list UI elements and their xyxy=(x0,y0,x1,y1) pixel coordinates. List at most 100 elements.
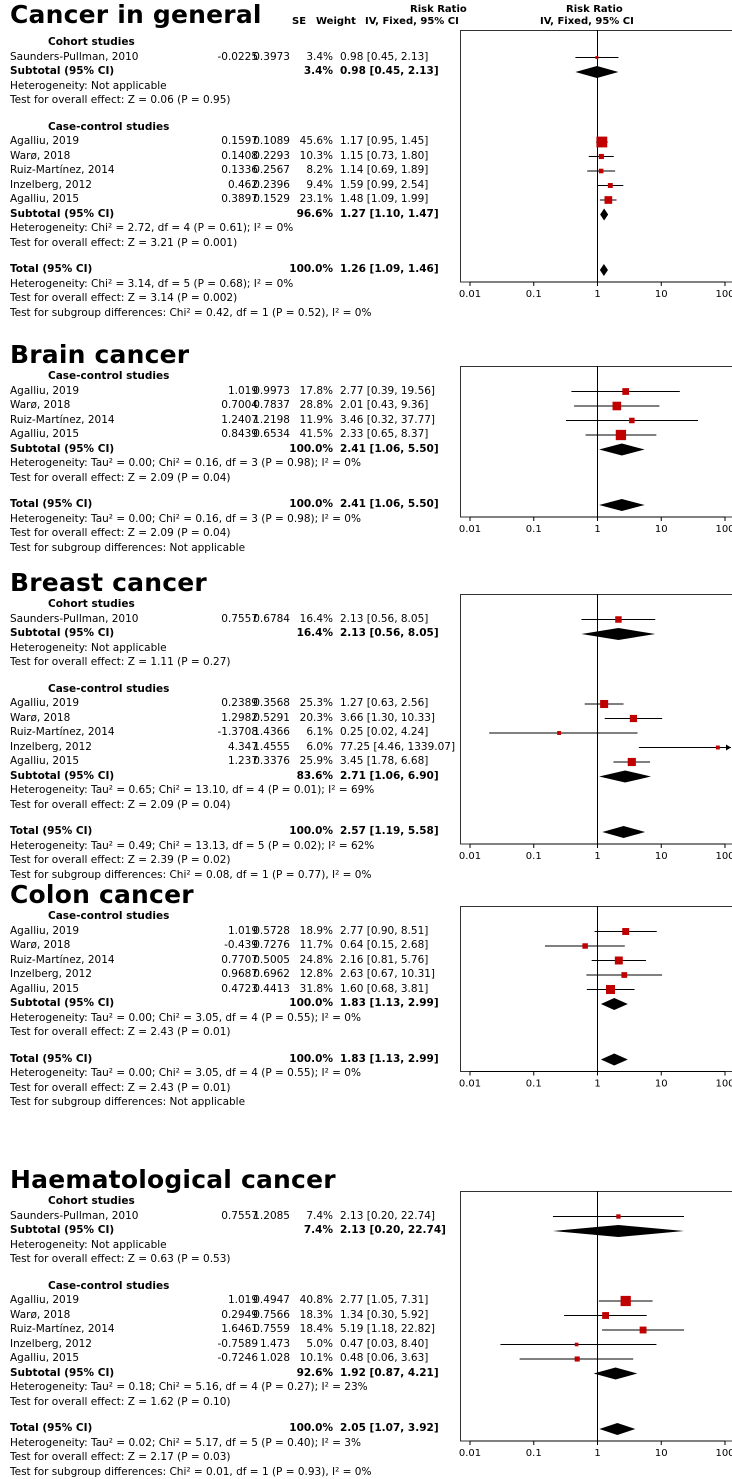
subtotal-ci: 1.83 [1.13, 2.99] xyxy=(340,997,439,1010)
total-stat-line: Heterogeneity: Tau² = 0.00; Chi² = 0.16,… xyxy=(10,513,361,526)
study-name: Ruiz-Martínez, 2014 xyxy=(10,1323,115,1336)
study-se: 0.7559 xyxy=(253,1323,290,1336)
study-weight: 18.3% xyxy=(300,1309,333,1322)
heterogeneity-text: Heterogeneity: Tau² = 0.18; Chi² = 5.16,… xyxy=(10,1381,368,1394)
subtotal-label: Subtotal (95% CI) xyxy=(10,1224,114,1237)
study-estimate: -1.3708 xyxy=(217,726,258,739)
se-header: SE xyxy=(292,16,306,27)
total-ci: 1.26 [1.09, 1.46] xyxy=(340,263,439,276)
x-tick-label: 0.1 xyxy=(526,1079,542,1090)
study-marker xyxy=(600,700,608,708)
x-tick-label: 10 xyxy=(655,1448,668,1459)
group-label: Case-control studies xyxy=(48,121,169,134)
study-marker xyxy=(599,169,604,174)
study-marker xyxy=(616,430,626,440)
subtotal-label: Subtotal (95% CI) xyxy=(10,65,114,78)
x-tick-label: 0.1 xyxy=(526,524,542,535)
total-diamond xyxy=(602,826,645,838)
study-marker xyxy=(575,1343,579,1347)
x-tick-label: 100 xyxy=(715,524,732,535)
subtotal-weight: 100.0% xyxy=(289,443,333,456)
study-se: 0.4947 xyxy=(253,1294,290,1307)
subtotal-ci: 2.13 [0.56, 8.05] xyxy=(340,627,439,640)
heterogeneity-text: Heterogeneity: Tau² = 0.65; Chi² = 13.10… xyxy=(10,784,374,797)
study-ci: 1.48 [1.09, 1.99] xyxy=(340,193,428,206)
study-ci: 1.34 [0.30, 5.92] xyxy=(340,1309,428,1322)
total-ci: 2.05 [1.07, 3.92] xyxy=(340,1422,439,1435)
subtotal-ci: 0.98 [0.45, 2.13] xyxy=(340,65,439,78)
study-name: Agalliu, 2019 xyxy=(10,1294,79,1307)
study-name: Inzelberg, 2012 xyxy=(10,741,92,754)
total-stat-line: Test for subgroup differences: Chi² = 0.… xyxy=(10,1466,371,1479)
total-stat-line: Test for subgroup differences: Not appli… xyxy=(10,542,245,555)
overall-effect-text: Test for overall effect: Z = 1.62 (P = 0… xyxy=(10,1396,231,1409)
study-marker xyxy=(629,418,635,424)
study-se: 1.028 xyxy=(260,1352,290,1365)
study-weight: 31.8% xyxy=(300,983,333,996)
study-name: Inzelberg, 2012 xyxy=(10,968,92,981)
study-ci: 3.46 [0.32, 37.77] xyxy=(340,414,435,427)
study-se: 1.4366 xyxy=(253,726,290,739)
rr-header-title: Risk Ratio xyxy=(410,4,467,15)
study-weight: 24.8% xyxy=(300,954,333,967)
study-marker xyxy=(596,137,607,148)
study-name: Agalliu, 2019 xyxy=(10,135,79,148)
study-se: 0.6534 xyxy=(253,428,290,441)
x-tick-label: 0.1 xyxy=(526,851,542,862)
study-marker xyxy=(621,972,627,978)
study-name: Agalliu, 2015 xyxy=(10,1352,79,1365)
subtotal-diamond xyxy=(601,998,628,1010)
study-ci: 1.59 [0.99, 2.54] xyxy=(340,179,428,192)
heterogeneity-text: Heterogeneity: Not applicable xyxy=(10,642,167,655)
group-label: Case-control studies xyxy=(48,370,169,383)
total-ci: 2.41 [1.06, 5.50] xyxy=(340,498,439,511)
heterogeneity-text: Heterogeneity: Tau² = 0.00; Chi² = 0.16,… xyxy=(10,457,361,470)
study-weight: 6.0% xyxy=(306,741,333,754)
study-se: 1.473 xyxy=(260,1338,290,1351)
x-tick-label: 1 xyxy=(594,1079,600,1090)
study-se: 0.9973 xyxy=(253,385,290,398)
total-diamond xyxy=(599,1423,635,1435)
total-label: Total (95% CI) xyxy=(10,1053,92,1066)
study-marker xyxy=(582,943,587,948)
subtotal-weight: 7.4% xyxy=(304,1224,333,1237)
total-ci: 2.57 [1.19, 5.58] xyxy=(340,825,439,838)
total-stat-line: Test for overall effect: Z = 2.39 (P = 0… xyxy=(10,854,231,867)
study-weight: 45.6% xyxy=(300,135,333,148)
study-ci: 77.25 [4.46, 1339.07] xyxy=(340,741,455,754)
study-ci: 2.33 [0.65, 8.37] xyxy=(340,428,428,441)
overall-effect-text: Test for overall effect: Z = 0.63 (P = 0… xyxy=(10,1253,231,1266)
study-se: 0.1089 xyxy=(253,135,290,148)
subtotal-weight: 96.6% xyxy=(297,208,333,221)
study-name: Agalliu, 2019 xyxy=(10,925,79,938)
overall-effect-text: Test for overall effect: Z = 3.21 (P = 0… xyxy=(10,237,237,250)
study-weight: 18.9% xyxy=(300,925,333,938)
subtotal-label: Subtotal (95% CI) xyxy=(10,208,114,221)
study-se: 0.1529 xyxy=(253,193,290,206)
overall-effect-text: Test for overall effect: Z = 2.09 (P = 0… xyxy=(10,799,231,812)
heterogeneity-text: Heterogeneity: Not applicable xyxy=(10,1239,167,1252)
study-estimate: -0.7589 xyxy=(217,1338,258,1351)
x-tick-label: 1 xyxy=(594,289,600,300)
study-weight: 20.3% xyxy=(300,712,333,725)
study-estimate: -0.7246 xyxy=(217,1352,258,1365)
heterogeneity-text: Heterogeneity: Chi² = 2.72, df = 4 (P = … xyxy=(10,222,293,235)
study-weight: 11.7% xyxy=(300,939,333,952)
x-tick-label: 100 xyxy=(715,289,732,300)
x-tick-label: 0.01 xyxy=(459,524,481,535)
x-tick-label: 0.01 xyxy=(459,289,481,300)
study-marker xyxy=(630,715,637,722)
